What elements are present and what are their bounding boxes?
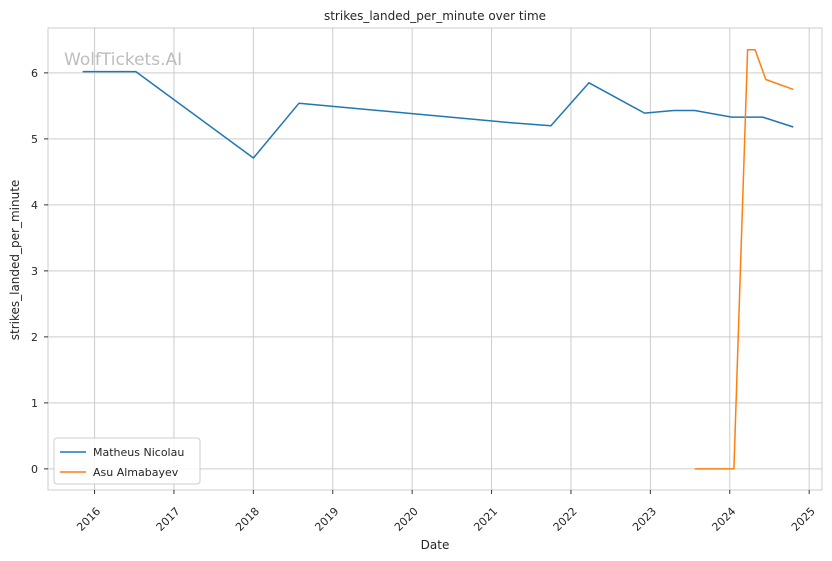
chart-title: strikes_landed_per_minute over time <box>324 9 546 23</box>
x-tick-label: 2019 <box>312 505 341 534</box>
x-tick-label: 2024 <box>709 505 738 534</box>
x-tick-label: 2023 <box>630 505 659 534</box>
series-line-matheus-nicolau <box>82 70 794 159</box>
y-tick-label: 6 <box>31 67 38 80</box>
x-tick-label: 2025 <box>789 505 818 534</box>
legend: Matheus Nicolau Asu Almabayev <box>53 437 201 485</box>
series-layer <box>82 49 794 470</box>
watermark: WolfTickets.AI <box>64 50 182 70</box>
y-tick-label: 2 <box>31 331 38 344</box>
x-tick-label: 2017 <box>154 505 183 534</box>
x-tick-label: 2022 <box>551 505 580 534</box>
x-tick-label: 2018 <box>233 505 262 534</box>
x-tick-label: 2016 <box>74 505 103 534</box>
y-axis-ticks: 0 1 2 3 4 5 6 <box>31 67 48 476</box>
plot-area <box>47 27 823 491</box>
legend-label-asu-almabayev: Asu Almabayev <box>93 466 179 479</box>
y-tick-label: 0 <box>31 463 38 476</box>
y-tick-label: 3 <box>31 265 38 278</box>
y-tick-label: 1 <box>31 397 38 410</box>
legend-label-matheus-nicolau: Matheus Nicolau <box>93 446 184 459</box>
x-axis-ticks: 2016 2017 2018 2019 2020 2021 2022 2023 2024 2025 <box>74 490 818 534</box>
x-tick-label: 2020 <box>392 505 421 534</box>
x-tick-label: 2021 <box>471 505 500 534</box>
x-axis-label: Date <box>421 538 450 552</box>
y-axis-label: strikes_landed_per_minute <box>8 180 22 341</box>
legend-box <box>53 437 201 485</box>
y-tick-label: 4 <box>31 199 38 212</box>
y-tick-label: 5 <box>31 133 38 146</box>
series-line-asu-almabayev <box>694 49 794 470</box>
